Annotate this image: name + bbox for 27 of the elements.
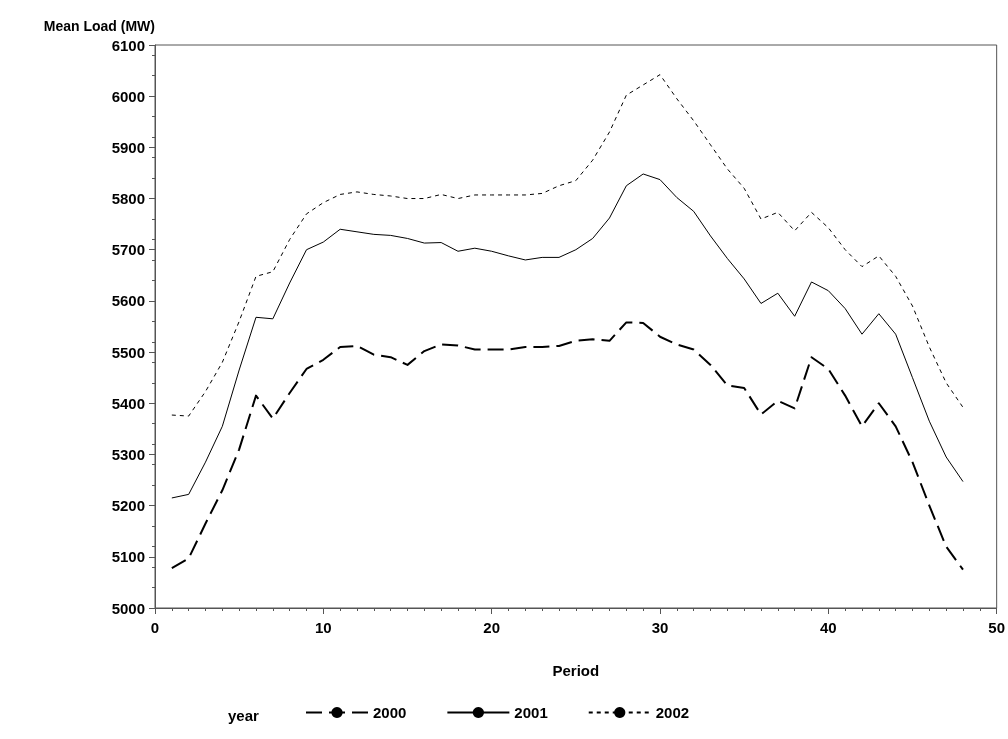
y-tick-label: 5500 [111,343,145,361]
line-series [171,173,964,499]
x-tick-label: 0 [150,619,160,636]
y-tick-label: 6100 [111,36,145,54]
y-tick-label: 5300 [111,445,145,463]
x-tick-label: 30 [651,619,669,636]
legend-label: 2002 [655,704,690,721]
legend-label: 2000 [373,704,407,721]
y-tick-label: 5700 [111,241,145,259]
y-axis-title: Mean Load (MW) [43,18,155,34]
y-tick-label: 5200 [111,497,145,515]
x-tick-label: 10 [314,619,332,636]
y-tick-label: 6000 [111,87,145,105]
legend-label: 2001 [514,704,548,721]
line-series [171,74,964,417]
y-tick-label: 5800 [111,190,145,208]
line-series [170,321,964,571]
x-tick-label: 20 [483,619,501,636]
legend-title: year [228,707,260,724]
y-tick-label: 5900 [111,138,145,156]
y-tick-label: 5600 [111,292,145,310]
x-tick-label: 40 [819,619,837,636]
y-tick-label: 5100 [111,548,145,566]
x-tick-label: 50 [988,619,1005,636]
x-axis-title: Period [552,662,600,679]
y-tick-label: 5000 [111,599,145,617]
y-tick-label: 5400 [111,394,145,412]
